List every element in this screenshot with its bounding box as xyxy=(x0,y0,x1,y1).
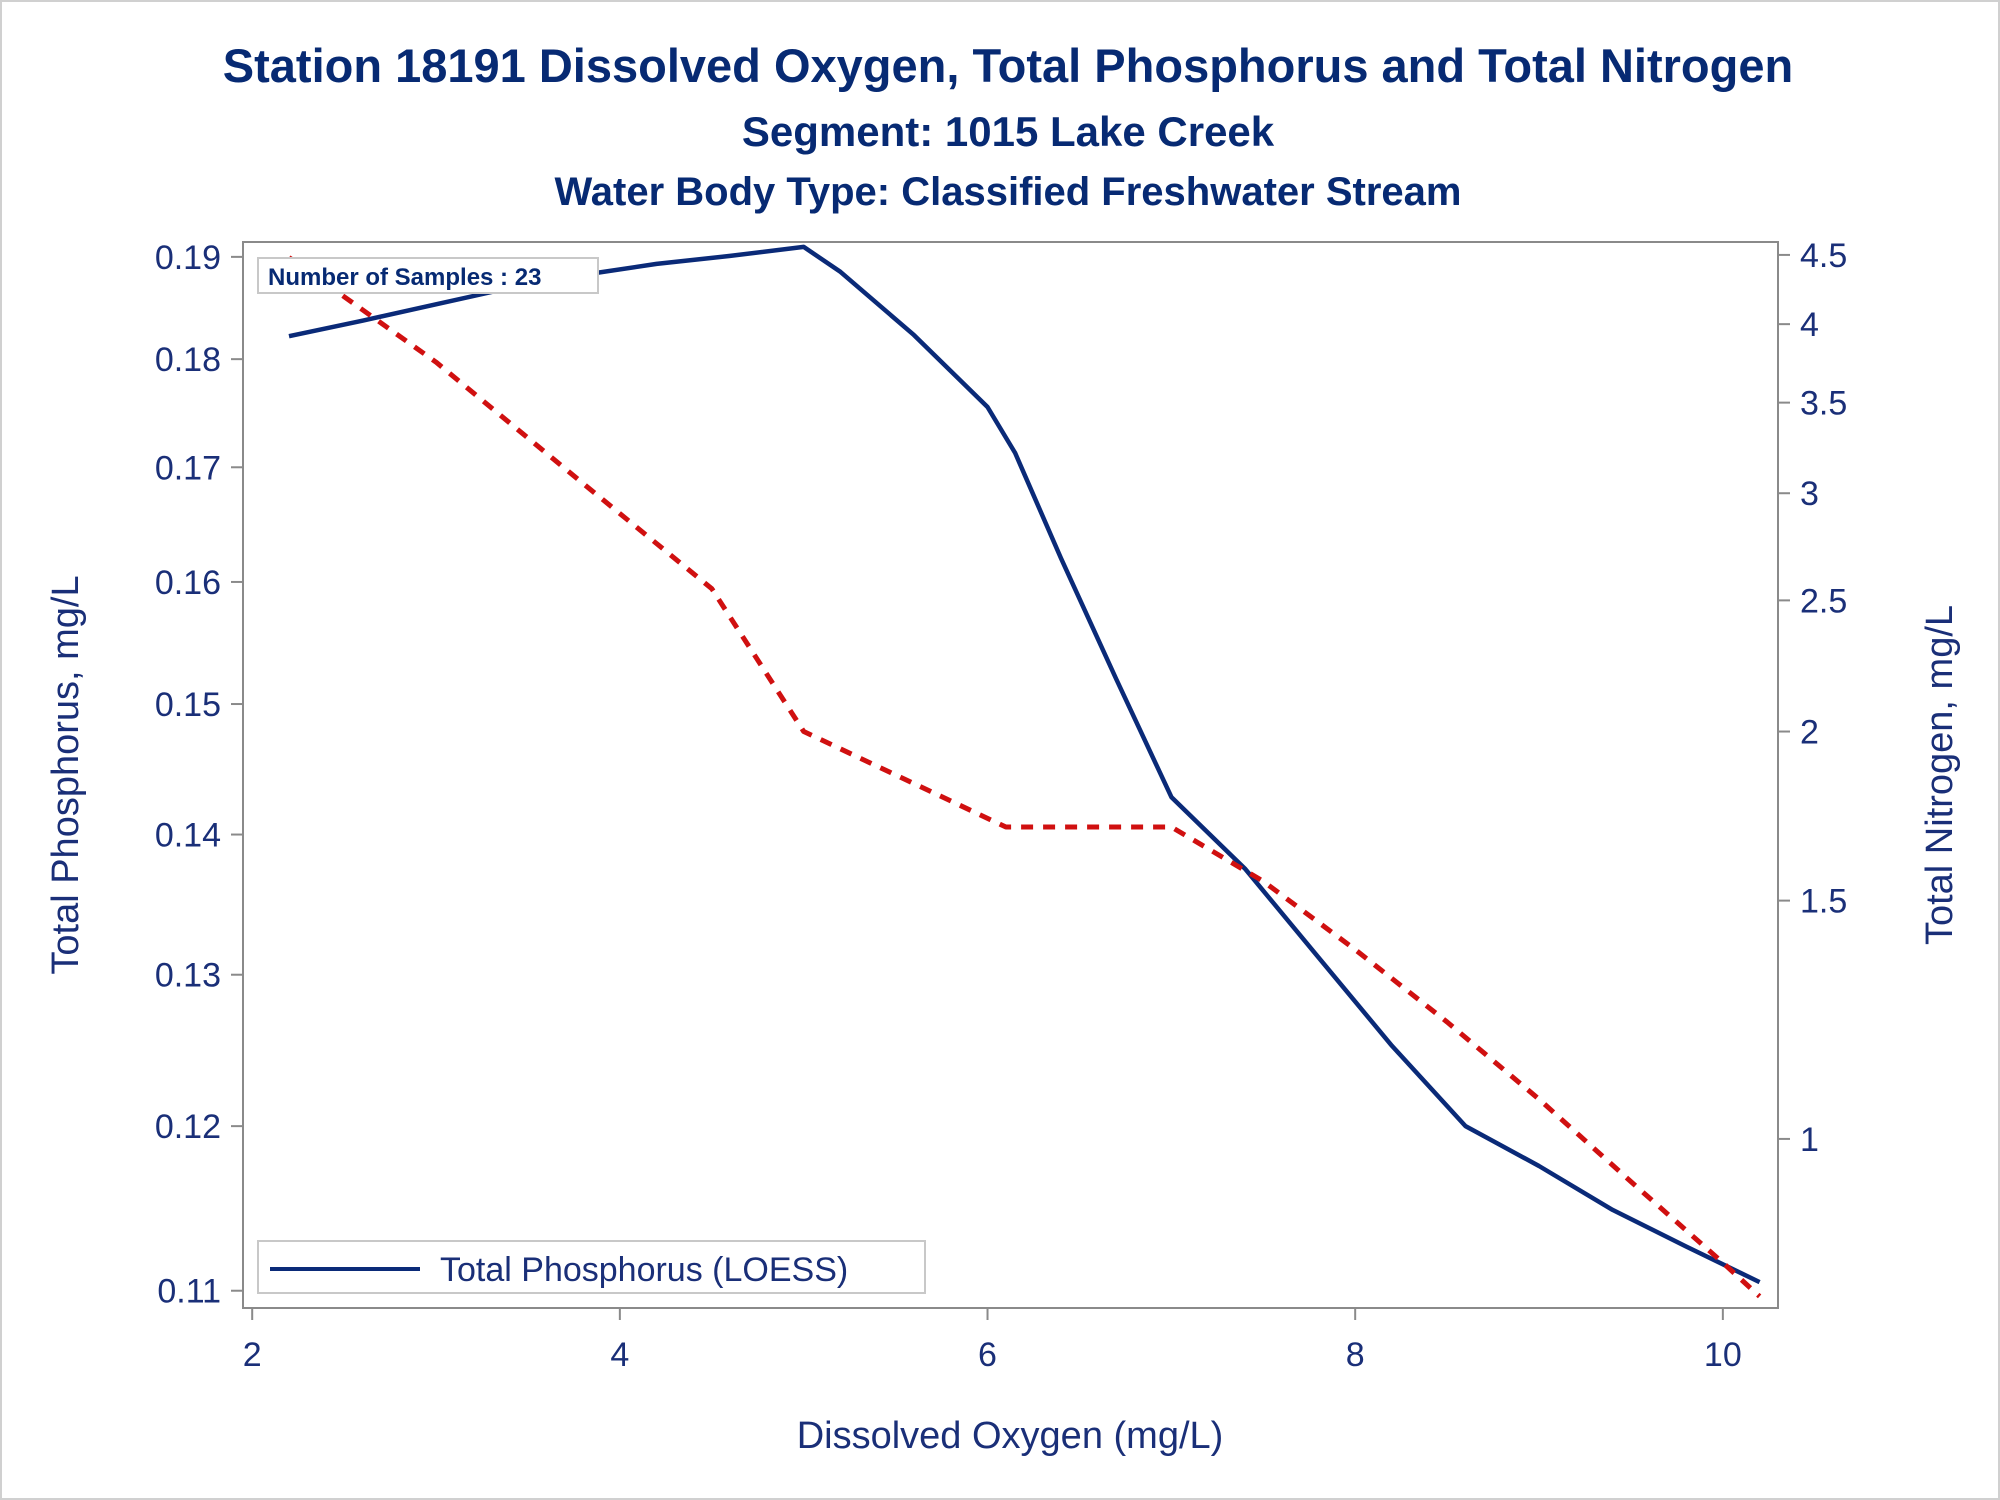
nitrogen-series-line xyxy=(287,255,1762,1299)
y-left-axis-label: Total Phosphorus, mg/L xyxy=(45,575,87,974)
y-left-axis-ticks: 0.11 0.12 0.13 0.14 0.15 0.16 0.17 0.18 0.19 xyxy=(155,239,243,1311)
y-left-tick-label: 0.12 xyxy=(155,1108,221,1146)
y-left-tick-label: 0.11 xyxy=(157,1273,221,1311)
x-tick-label: 10 xyxy=(1704,1336,1742,1374)
sample-count-box: Number of Samples : 23 xyxy=(257,257,599,294)
chart-subtitle-segment: Segment: 1015 Lake Creek xyxy=(742,108,1275,155)
y-right-tick-label: 1.5 xyxy=(1800,883,1847,921)
x-tick-label: 4 xyxy=(610,1336,629,1374)
chart-title: Station 18191 Dissolved Oxygen, Total Ph… xyxy=(223,39,1793,92)
phosphorus-series-line xyxy=(288,244,1761,1285)
y-left-tick-label: 0.16 xyxy=(155,564,221,602)
legend-label-phosphorus: Total Phosphorus (LOESS) xyxy=(440,1251,848,1289)
y-right-tick-label: 4.5 xyxy=(1800,237,1847,275)
x-tick-label: 2 xyxy=(243,1336,262,1374)
y-left-tick-label: 0.13 xyxy=(155,957,221,995)
x-axis-ticks: 2 4 6 8 10 xyxy=(243,1308,1742,1374)
sample-count-text: Number of Samples : 23 xyxy=(268,264,541,291)
y-left-tick-label: 0.15 xyxy=(155,686,221,724)
y-left-tick-label: 0.17 xyxy=(155,449,221,487)
x-tick-label: 8 xyxy=(1346,1336,1365,1374)
y-right-tick-label: 3 xyxy=(1800,475,1819,513)
y-left-tick-label: 0.14 xyxy=(155,817,221,855)
series-layer xyxy=(287,244,1762,1299)
x-tick-label: 6 xyxy=(978,1336,997,1374)
y-left-tick-label: 0.19 xyxy=(155,239,221,277)
y-right-axis-ticks: 1 1.5 2 2.5 3 3.5 4 4.5 xyxy=(1778,237,1847,1159)
y-right-tick-label: 2 xyxy=(1800,714,1819,752)
plot-area xyxy=(242,241,1779,1309)
chart-subtitle-water-body: Water Body Type: Classified Freshwater S… xyxy=(555,170,1462,214)
y-right-tick-label: 4 xyxy=(1800,306,1819,344)
y-right-tick-label: 2.5 xyxy=(1800,582,1847,620)
y-right-tick-label: 1 xyxy=(1800,1121,1819,1159)
y-left-tick-label: 0.18 xyxy=(155,341,221,379)
y-right-tick-label: 3.5 xyxy=(1800,385,1847,423)
legend: Total Phosphorus (LOESS) xyxy=(257,1240,926,1294)
y-right-axis-label: Total Nitrogen, mg/L xyxy=(1919,605,1961,945)
x-axis-label: Dissolved Oxygen (mg/L) xyxy=(797,1415,1224,1457)
